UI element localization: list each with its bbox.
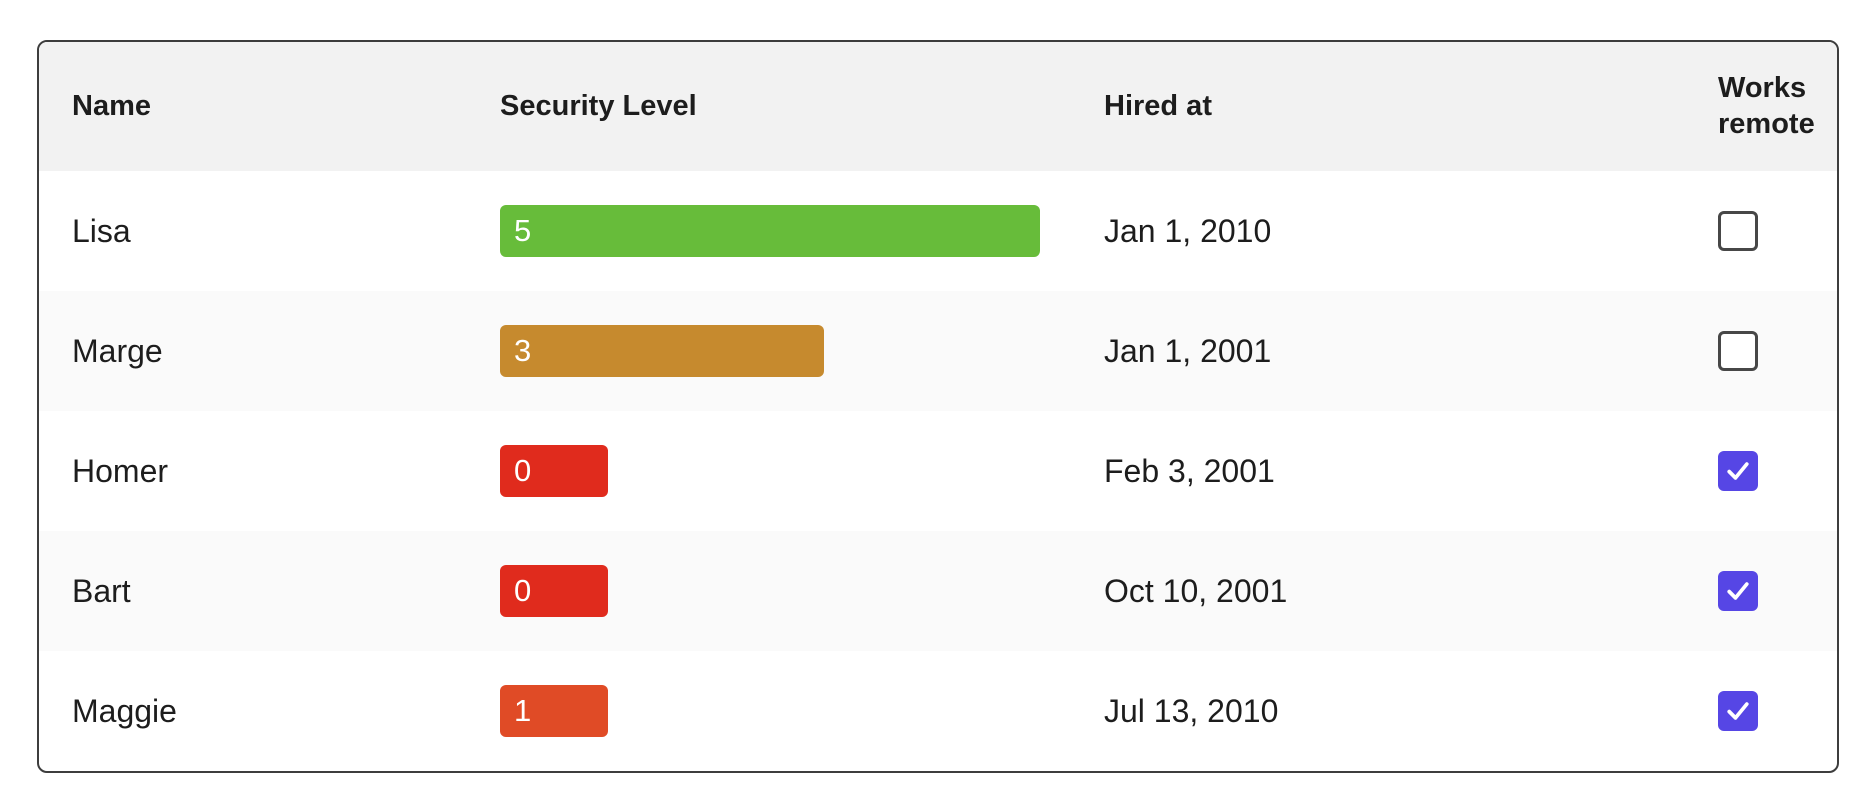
security-level-bar: 0 xyxy=(500,445,608,497)
works-remote-checkbox[interactable] xyxy=(1718,691,1758,731)
security-level-cell: 3 xyxy=(500,325,1104,377)
checkmark-icon xyxy=(1727,582,1749,600)
security-level-bar: 0 xyxy=(500,565,608,617)
security-level-bar: 1 xyxy=(500,685,608,737)
security-level-value: 3 xyxy=(514,333,532,368)
security-level-bar: 5 xyxy=(500,205,1040,257)
column-header-name: Name xyxy=(72,90,151,122)
security-level-value: 0 xyxy=(514,453,532,488)
table-row: Marge 3 Jan 1, 2001 xyxy=(39,291,1837,411)
checkmark-icon xyxy=(1727,702,1749,720)
works-remote-checkbox[interactable] xyxy=(1718,571,1758,611)
table-row: Maggie 1 Jul 13, 2010 xyxy=(39,651,1837,771)
hired-at-cell: Jul 13, 2010 xyxy=(1104,692,1279,729)
column-header-hired-at: Hired at xyxy=(1104,90,1212,122)
table-row: Bart 0 Oct 10, 2001 xyxy=(39,531,1837,651)
table-header-row: Name Security Level Hired at Works remot… xyxy=(39,42,1837,171)
security-level-cell: 5 xyxy=(500,205,1104,257)
column-header-works-remote: Works remote xyxy=(1718,72,1815,140)
security-level-cell: 1 xyxy=(500,685,1104,737)
name-cell: Maggie xyxy=(72,692,177,729)
works-remote-cell xyxy=(1718,211,1837,251)
checkmark-icon xyxy=(1727,462,1749,480)
works-remote-checkbox[interactable] xyxy=(1718,211,1758,251)
security-level-bar: 3 xyxy=(500,325,824,377)
works-remote-cell xyxy=(1718,571,1837,611)
works-remote-checkbox[interactable] xyxy=(1718,331,1758,371)
hired-at-cell: Oct 10, 2001 xyxy=(1104,572,1288,609)
security-level-value: 0 xyxy=(514,573,532,608)
works-remote-cell xyxy=(1718,691,1837,731)
works-remote-checkbox[interactable] xyxy=(1718,451,1758,491)
column-header-security-level: Security Level xyxy=(500,90,697,122)
name-cell: Bart xyxy=(72,572,131,609)
security-level-cell: 0 xyxy=(500,445,1104,497)
security-level-value: 1 xyxy=(514,693,532,728)
works-remote-cell xyxy=(1718,451,1837,491)
table-row: Homer 0 Feb 3, 2001 xyxy=(39,411,1837,531)
hired-at-cell: Feb 3, 2001 xyxy=(1104,452,1275,489)
name-cell: Marge xyxy=(72,332,163,369)
employees-table: Name Security Level Hired at Works remot… xyxy=(37,40,1839,773)
name-cell: Lisa xyxy=(72,212,131,249)
table-row: Lisa 5 Jan 1, 2010 xyxy=(39,171,1837,291)
security-level-cell: 0 xyxy=(500,565,1104,617)
works-remote-cell xyxy=(1718,331,1837,371)
name-cell: Homer xyxy=(72,452,169,489)
security-level-value: 5 xyxy=(514,213,532,248)
hired-at-cell: Jan 1, 2001 xyxy=(1104,332,1272,369)
hired-at-cell: Jan 1, 2010 xyxy=(1104,212,1272,249)
